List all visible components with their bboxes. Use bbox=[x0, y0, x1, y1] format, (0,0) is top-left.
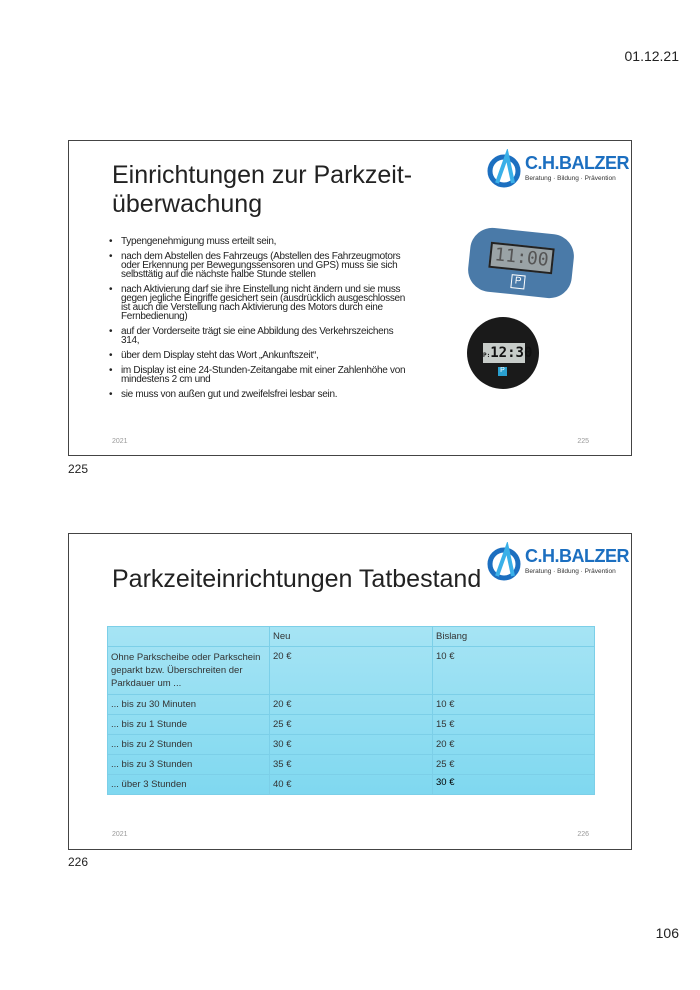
balzer-logo: C.H.BALZER Beratung · Bildung · Präventi… bbox=[487, 147, 630, 189]
cell: ... bis zu 2 Stunden bbox=[107, 734, 270, 755]
header-cell bbox=[107, 626, 270, 647]
title-line: Einrichtungen zur Parkzeit- bbox=[112, 161, 413, 189]
bullet: sie muss von außen gut und zweifelsfrei … bbox=[109, 390, 409, 400]
cell: 20 € bbox=[269, 646, 433, 695]
slide-title: Parkzeiteinrichtungen Tatbestand bbox=[112, 565, 482, 593]
logo-mark-icon bbox=[487, 147, 521, 188]
slide-226: Parkzeiteinrichtungen Tatbestand C.H.BAL… bbox=[68, 533, 632, 850]
cell: 20 € bbox=[432, 734, 595, 755]
slide-label: 225 bbox=[68, 462, 89, 476]
page-number: 106 bbox=[655, 925, 679, 941]
slide-footer-number: 225 bbox=[577, 438, 589, 445]
cell: ... bis zu 1 Stunde bbox=[107, 714, 270, 735]
fine-table: Neu Bislang Ohne Parkscheibe oder Parksch… bbox=[107, 626, 595, 795]
cell: ... bis zu 30 Minuten bbox=[107, 694, 270, 715]
bullet: Typengenehmigung muss erteilt sein, bbox=[109, 237, 409, 247]
cell: ... bis zu 3 Stunden bbox=[107, 754, 270, 775]
bullet-list: Typengenehmigung muss erteilt sein, nach… bbox=[109, 237, 409, 405]
header-cell: Bislang bbox=[432, 626, 595, 647]
cell: 30 € bbox=[432, 774, 595, 795]
slide-225: Einrichtungen zur Parkzeit-überwachung C… bbox=[68, 140, 632, 456]
bullet: auf der Vorderseite trägt sie eine Abbil… bbox=[109, 327, 409, 346]
table-row: ... bis zu 30 Minuten 20 €10 € bbox=[107, 694, 595, 715]
bullet: nach dem Abstellen des Fahrzeugs (Abstel… bbox=[109, 252, 409, 280]
table-row: ... bis zu 2 Stunden 30 €20 € bbox=[107, 734, 595, 755]
cell: 25 € bbox=[269, 714, 433, 735]
cell: 15 € bbox=[432, 714, 595, 735]
logo-name: C.H.BALZER bbox=[525, 153, 630, 173]
cell: Ohne Parkscheibe oder Parkschein geparkt… bbox=[107, 646, 270, 695]
display-prefix: P: bbox=[483, 352, 491, 359]
header-cell: Neu bbox=[269, 626, 433, 647]
logo-tagline: Beratung · Bildung · Prävention bbox=[525, 568, 616, 575]
cell: 25 € bbox=[432, 754, 595, 775]
table-header-row: Neu Bislang bbox=[107, 626, 595, 647]
parking-sign-icon: P bbox=[498, 367, 507, 376]
display: P:12:30 bbox=[483, 343, 532, 363]
title-line: überwachung bbox=[112, 190, 263, 218]
table-row: ... bis zu 1 Stunde 25 €15 € bbox=[107, 714, 595, 735]
slide-footer-number: 226 bbox=[577, 831, 589, 838]
cell: 20 € bbox=[269, 694, 433, 715]
table-row: Ohne Parkscheibe oder Parkschein geparkt… bbox=[107, 646, 595, 695]
logo-mark-icon bbox=[487, 540, 521, 581]
table-row: ... bis zu 3 Stunden 35 €25 € bbox=[107, 754, 595, 775]
cell: 35 € bbox=[269, 754, 433, 775]
cell: 30 € bbox=[269, 734, 433, 755]
cell: 40 € bbox=[269, 774, 433, 795]
slide-label: 226 bbox=[68, 855, 89, 869]
print-date: 01.12.21 bbox=[624, 48, 680, 64]
display-time: 12:30 bbox=[490, 345, 533, 361]
parking-disc-blue-image: 11:00 P bbox=[465, 225, 577, 301]
cell: ... über 3 Stunden bbox=[107, 774, 270, 795]
slide-footer-year: 2021 bbox=[112, 438, 128, 445]
bullet: im Display ist eine 24-Stunden-Zeitangab… bbox=[109, 366, 409, 385]
logo-name: C.H.BALZER bbox=[525, 546, 630, 566]
parking-disc-round-image: P:12:30 P bbox=[467, 317, 539, 389]
logo-tagline: Beratung · Bildung · Prävention bbox=[525, 175, 616, 182]
bullet: über dem Display steht das Wort „Ankunft… bbox=[109, 351, 409, 361]
table-row: ... über 3 Stunden 40 €30 € bbox=[107, 774, 595, 795]
parking-sign-icon: P bbox=[510, 274, 526, 290]
slide-title: Einrichtungen zur Parkzeit-überwachung bbox=[112, 161, 412, 219]
cell: 10 € bbox=[432, 646, 595, 695]
cell: 10 € bbox=[432, 694, 595, 715]
bullet: nach Aktivierung darf sie ihre Einstellu… bbox=[109, 285, 409, 322]
display: 11:00 bbox=[488, 241, 555, 275]
slide-footer-year: 2021 bbox=[112, 831, 128, 838]
balzer-logo: C.H.BALZER Beratung · Bildung · Präventi… bbox=[487, 540, 630, 582]
